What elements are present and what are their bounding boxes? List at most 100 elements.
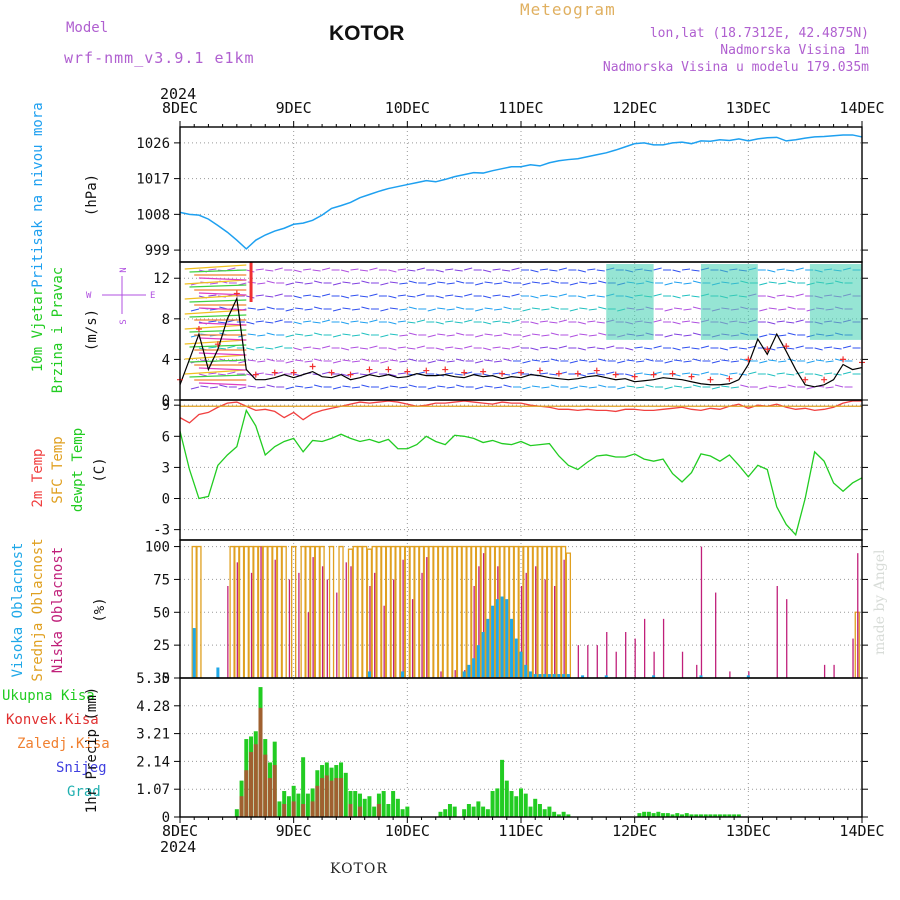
wind-barb [389,307,398,310]
wind-barb [435,347,444,351]
cloud-bar-high [481,632,485,678]
precip-bar-total [708,814,713,817]
precip-bar-total [684,813,689,817]
wind-barb [833,347,842,350]
precip-legend-0: Ukupna Kisa [2,688,95,704]
cloud-bar-mid [418,545,425,678]
wind-barb [303,268,312,271]
precip-bar-total [234,809,239,817]
wind-barb [484,359,493,362]
footer-location: KOTOR [330,861,388,877]
wind-barb [531,359,541,362]
wind-barb [530,347,539,351]
wind-gust-marker [385,366,392,373]
wind-gust-marker [442,366,449,373]
cloud-bar-mid [466,545,472,678]
wind-barb [673,385,683,388]
wind-barb [493,334,503,337]
wind-barb [184,369,247,375]
wind-barb [598,384,607,388]
wind-barb [579,385,588,388]
wind-barb [285,334,294,338]
wind-gust-marker [593,367,600,374]
y-tick-label: 100 [145,540,170,556]
wind-gust-marker [764,346,771,353]
temp-line-2 [179,408,863,537]
wind-barb [636,386,645,389]
precip-bar-total [391,791,396,817]
wind-gust-marker [726,375,733,382]
cloud-bar-high [491,605,495,678]
wind-barb [361,358,370,362]
cloud-bar-mid [338,545,344,678]
cloud-bar-mid [357,545,363,678]
wind-barb [550,332,560,336]
wind-barb [313,384,323,388]
wind-barb [778,334,787,337]
wind-barb [304,308,313,311]
ylabel-wind-sub: Brzina i Pravac [50,267,66,393]
wind-barb [359,347,369,350]
precip-bar-conv [339,778,344,817]
cloud-bar-mid [229,545,235,678]
wind-barb [501,347,511,350]
precip-bar-total [490,791,495,817]
precip-bar-conv [253,744,258,817]
cloud-bar-mid [281,545,287,678]
wind-barb [492,268,501,271]
wind-barb [531,385,541,388]
precip-bar-total [495,788,500,817]
wind-barb [380,360,389,364]
wind-barb [427,360,436,364]
precip-bar-total [400,809,405,817]
wind-barb [721,359,730,362]
y-tick-label: 1017 [136,172,170,188]
cloud-bar-mid [537,545,543,678]
wind-barb [184,294,247,300]
wind-barb [274,319,283,323]
cloud-bar-high [533,674,537,678]
precip-bar-total [386,804,391,817]
wind-barb [274,371,283,375]
elevation-text: Nadmorska Visina 1m [720,43,869,58]
y-tick-label: -3 [153,523,170,539]
wind-barb [332,386,342,390]
wind-barb [484,385,493,388]
wind-barb [558,293,568,297]
precip-bar-total [703,814,708,817]
wind-barb [389,281,398,284]
wind-barb [493,308,503,311]
compass-south: S [119,319,129,324]
wind-gust-marker [574,370,581,377]
wind-barb [351,360,361,363]
model-label: Model [66,20,109,36]
x-tick-label-top: 9DEC [276,99,312,117]
wind-barb [435,295,444,299]
wind-barb [227,345,236,349]
wind-barb [549,269,558,272]
wind-barb [683,386,692,389]
wind-barb [539,320,549,323]
wind-barb [579,359,588,362]
wind-barb [388,295,397,299]
wind-barb [388,347,397,351]
precip-bar-total [561,811,566,817]
cloud-bar-high [604,675,608,678]
precip-bar-conv [272,765,277,817]
wind-barb [446,334,455,337]
wind-barb [351,282,361,285]
wind-gust-marker [631,373,638,380]
wind-barb [454,347,463,350]
wind-barb [664,308,673,312]
wind-barb [541,386,550,389]
wind-barb [664,386,673,390]
wind-barb [587,294,596,297]
wind-barb [721,385,730,388]
y-tick-label: 4.28 [136,699,170,715]
wind-gust-marker [195,325,202,332]
wind-barb [189,269,247,273]
cloud-bar-mid [532,545,538,678]
y-tick-label: 75 [153,572,170,588]
wind-barb [342,385,351,388]
wind-barb [833,373,842,376]
